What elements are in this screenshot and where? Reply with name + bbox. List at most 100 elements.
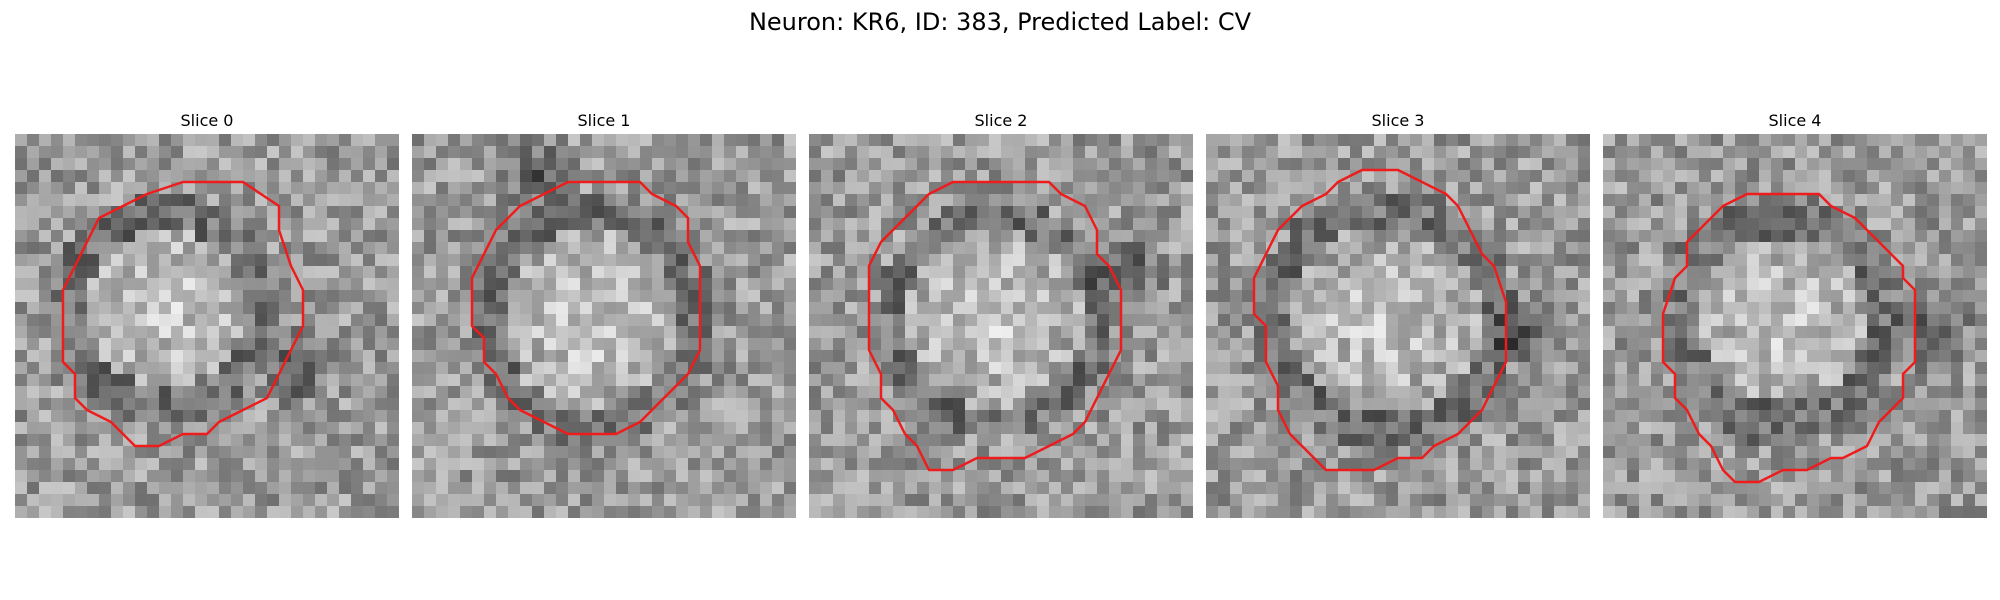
pixel — [15, 458, 28, 471]
pixel — [1157, 206, 1170, 219]
pixel — [748, 386, 761, 399]
pixel — [592, 194, 605, 207]
pixel — [664, 314, 677, 327]
pixel — [1795, 326, 1808, 339]
pixel — [616, 482, 629, 495]
pixel — [1759, 362, 1772, 375]
pixel — [363, 326, 376, 339]
pixel — [1398, 446, 1411, 459]
pixel — [1446, 302, 1459, 315]
pixel — [1759, 170, 1772, 183]
pixel — [267, 338, 280, 351]
pixel — [1975, 338, 1987, 351]
pixel — [1831, 362, 1844, 375]
pixel — [1218, 398, 1231, 411]
pixel — [99, 182, 112, 195]
pixel — [1097, 410, 1110, 423]
pixel — [1109, 170, 1122, 183]
pixel — [1687, 326, 1700, 339]
pixel — [1350, 350, 1363, 363]
pixel — [1326, 386, 1339, 399]
pixel — [484, 302, 497, 315]
pixel — [1326, 470, 1339, 483]
pixel — [1903, 266, 1916, 279]
pixel — [1157, 350, 1170, 363]
pixel — [1651, 278, 1664, 291]
pixel — [1518, 182, 1531, 195]
pixel — [604, 182, 617, 195]
pixel — [315, 170, 328, 183]
pixel — [1266, 254, 1279, 267]
pixel — [869, 194, 882, 207]
pixel — [1121, 458, 1134, 471]
pixel — [833, 326, 846, 339]
pixel — [1181, 290, 1193, 303]
pixel — [147, 350, 160, 363]
pixel — [1133, 482, 1146, 495]
pixel — [1506, 158, 1519, 171]
pixel — [1675, 446, 1688, 459]
pixel — [1037, 494, 1050, 507]
pixel — [339, 314, 352, 327]
pixel — [327, 254, 340, 267]
pixel — [351, 134, 364, 147]
pixel — [568, 134, 581, 147]
pixel — [291, 494, 304, 507]
pixel — [1687, 278, 1700, 291]
pixel — [1506, 134, 1519, 147]
pixel — [207, 434, 220, 447]
pixel — [1338, 362, 1351, 375]
pixel — [1807, 206, 1820, 219]
pixel — [1133, 194, 1146, 207]
pixel — [484, 482, 497, 495]
pixel — [436, 158, 449, 171]
pixel — [219, 278, 232, 291]
pixel — [159, 446, 172, 459]
pixel — [1771, 350, 1784, 363]
pixel — [1518, 314, 1531, 327]
pixel — [977, 434, 990, 447]
pixel — [1001, 482, 1014, 495]
pixel — [556, 506, 569, 518]
pixel — [1097, 434, 1110, 447]
pixel — [977, 386, 990, 399]
pixel — [1109, 158, 1122, 171]
pixel — [784, 506, 796, 518]
pixel — [1338, 194, 1351, 207]
pixel — [1374, 266, 1387, 279]
pixel — [123, 422, 136, 435]
pixel — [965, 302, 978, 315]
pixel — [1566, 158, 1579, 171]
pixel — [315, 278, 328, 291]
pixel — [1687, 386, 1700, 399]
pixel — [929, 410, 942, 423]
pixel — [1362, 434, 1375, 447]
pixel — [556, 434, 569, 447]
pixel — [893, 134, 906, 147]
pixel — [821, 158, 834, 171]
pixel — [363, 146, 376, 159]
pixel — [303, 158, 316, 171]
pixel — [917, 338, 930, 351]
pixel — [1133, 134, 1146, 147]
pixel — [496, 362, 509, 375]
pixel — [1338, 338, 1351, 351]
pixel — [989, 362, 1002, 375]
pixel — [869, 290, 882, 303]
pixel — [15, 314, 28, 327]
pixel — [1771, 290, 1784, 303]
pixel — [1025, 326, 1038, 339]
pixel — [857, 506, 870, 518]
pixel — [772, 494, 785, 507]
pixel — [1169, 350, 1182, 363]
pixel — [809, 506, 822, 518]
pixel — [568, 374, 581, 387]
pixel — [592, 482, 605, 495]
pixel — [1266, 206, 1279, 219]
pixel — [195, 242, 208, 255]
pixel — [1554, 278, 1567, 291]
pixel — [1218, 470, 1231, 483]
pixel — [1025, 134, 1038, 147]
pixel — [929, 326, 942, 339]
pixel — [929, 266, 942, 279]
